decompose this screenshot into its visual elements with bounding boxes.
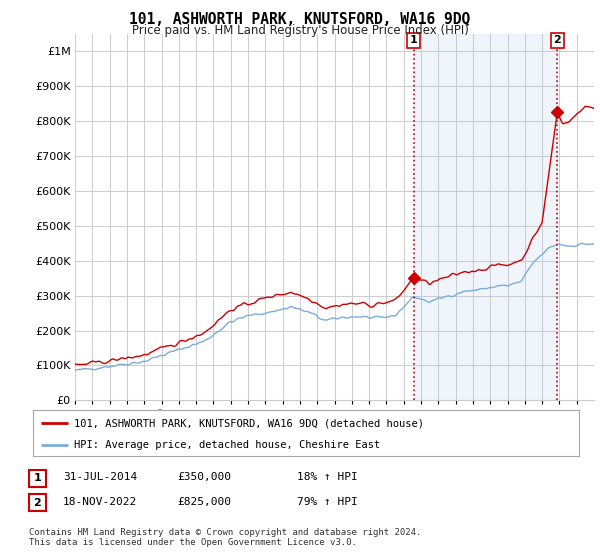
Text: 101, ASHWORTH PARK, KNUTSFORD, WA16 9DQ (detached house): 101, ASHWORTH PARK, KNUTSFORD, WA16 9DQ … (74, 418, 424, 428)
Text: 18% ↑ HPI: 18% ↑ HPI (297, 472, 358, 482)
Text: 31-JUL-2014: 31-JUL-2014 (63, 472, 137, 482)
Text: Price paid vs. HM Land Registry's House Price Index (HPI): Price paid vs. HM Land Registry's House … (131, 24, 469, 36)
Text: 101, ASHWORTH PARK, KNUTSFORD, WA16 9DQ: 101, ASHWORTH PARK, KNUTSFORD, WA16 9DQ (130, 12, 470, 27)
Text: £825,000: £825,000 (177, 497, 231, 507)
Text: 1: 1 (34, 473, 41, 483)
Text: 1: 1 (410, 35, 418, 45)
Text: 79% ↑ HPI: 79% ↑ HPI (297, 497, 358, 507)
Bar (414, 34, 557, 400)
Text: HPI: Average price, detached house, Cheshire East: HPI: Average price, detached house, Ches… (74, 440, 380, 450)
Text: 2: 2 (34, 498, 41, 508)
Text: Contains HM Land Registry data © Crown copyright and database right 2024.
This d: Contains HM Land Registry data © Crown c… (29, 528, 421, 547)
Text: 2: 2 (553, 35, 561, 45)
Text: 18-NOV-2022: 18-NOV-2022 (63, 497, 137, 507)
Text: £350,000: £350,000 (177, 472, 231, 482)
